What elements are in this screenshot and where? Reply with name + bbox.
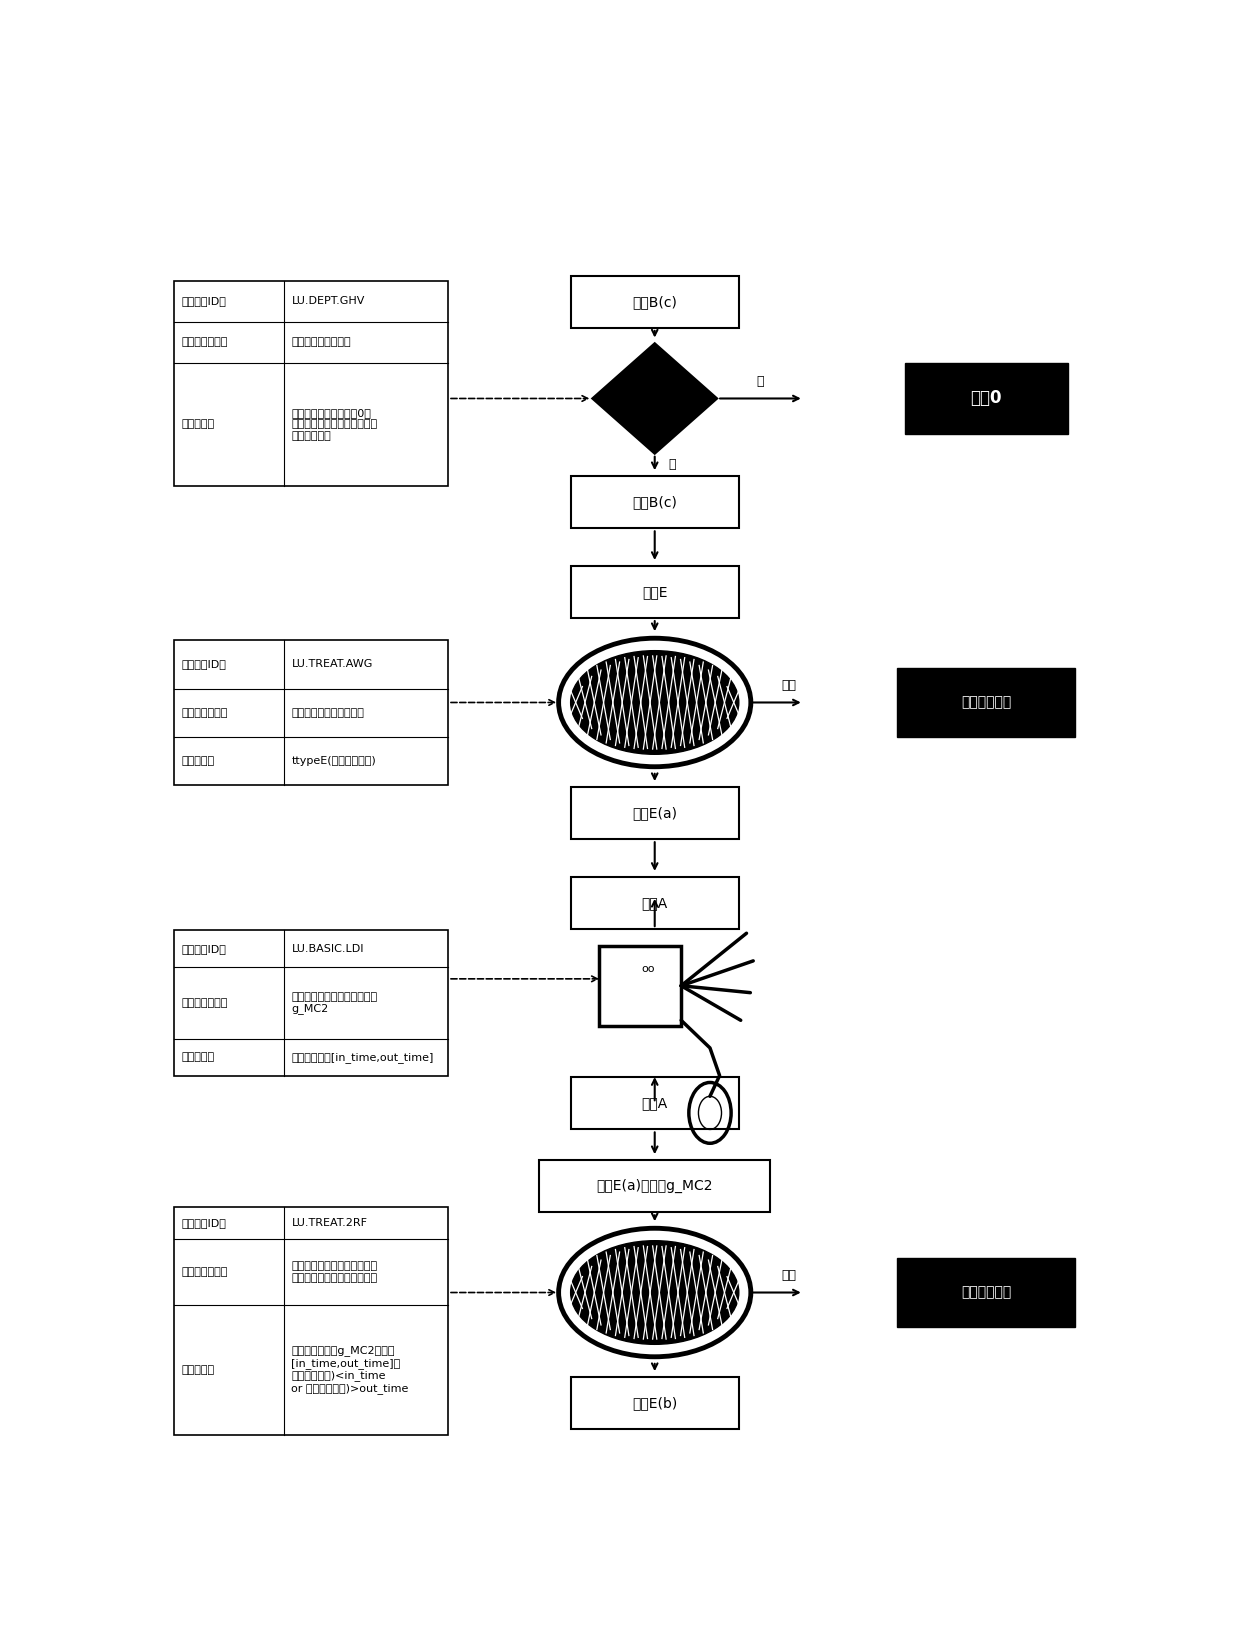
Text: 判断是否有转科记录: 判断是否有转科记录 xyxy=(291,337,351,347)
Text: 输出E(b): 输出E(b) xyxy=(632,1397,677,1410)
Text: 输入E: 输入E xyxy=(642,584,667,599)
Text: 是: 是 xyxy=(668,459,676,471)
Text: 否: 否 xyxy=(756,375,764,388)
Ellipse shape xyxy=(558,1228,751,1357)
Bar xyxy=(570,475,739,528)
Text: 被过滤的数据: 被过滤的数据 xyxy=(961,695,1012,710)
Text: 逻辑单元作用：: 逻辑单元作用： xyxy=(182,1266,228,1276)
Text: 若没有转科记录，输出0；
若有转科记录，继续下一个逻
辑单元的判断: 若没有转科记录，输出0； 若有转科记录，继续下一个逻 辑单元的判断 xyxy=(291,408,378,441)
Text: 逻辑条件：: 逻辑条件： xyxy=(182,419,215,429)
Bar xyxy=(570,1076,739,1129)
Bar xyxy=(570,276,739,329)
Polygon shape xyxy=(593,343,717,454)
Text: LU.TREAT.AWG: LU.TREAT.AWG xyxy=(291,659,373,670)
Text: 被过滤的数据: 被过滤的数据 xyxy=(961,1286,1012,1299)
Text: oo: oo xyxy=(641,964,655,974)
Text: LU.DEPT.GHV: LU.DEPT.GHV xyxy=(291,297,365,307)
Bar xyxy=(570,1377,739,1430)
Text: 返回0: 返回0 xyxy=(971,390,1002,408)
Ellipse shape xyxy=(570,1240,739,1344)
Text: 过滤: 过滤 xyxy=(781,1270,796,1283)
Bar xyxy=(905,363,1068,434)
Text: 输入B(c): 输入B(c) xyxy=(632,296,677,309)
Ellipse shape xyxy=(558,639,751,766)
Text: 过滤非中央血管导管区嘱: 过滤非中央血管导管区嘱 xyxy=(291,708,365,718)
Bar xyxy=(570,788,739,839)
Bar xyxy=(539,1161,770,1212)
Bar xyxy=(599,946,681,1025)
Text: 输入A: 输入A xyxy=(641,896,668,910)
Text: 逻辑单元ID：: 逻辑单元ID： xyxy=(182,1218,227,1228)
Bar xyxy=(174,281,448,485)
Text: 输入E(a)、参数g_MC2: 输入E(a)、参数g_MC2 xyxy=(596,1179,713,1194)
Text: ttypeE(中央血管导管): ttypeE(中央血管导管) xyxy=(291,756,376,766)
Text: 输入B(c): 输入B(c) xyxy=(632,495,677,509)
Text: 逻辑条件：: 逻辑条件： xyxy=(182,1052,215,1063)
Text: 逻辑单元作用：: 逻辑单元作用： xyxy=(182,337,228,347)
Bar xyxy=(570,566,739,617)
Bar xyxy=(174,1207,448,1435)
Text: 输出E(a): 输出E(a) xyxy=(632,806,677,821)
Text: 挑选入、出院时间构建的参数
g_MC2: 挑选入、出院时间构建的参数 g_MC2 xyxy=(291,992,378,1014)
Text: 输出A: 输出A xyxy=(641,1096,668,1109)
Text: 逻辑单元ID：: 逻辑单元ID： xyxy=(182,944,227,954)
Text: 入出院时间参数g_MC2参数值
[in_time,out_time]：
医嘱开始时间)<in_time
or 医嘱开始时间)>out_time: 入出院时间参数g_MC2参数值 [in_time,out_time]： 医嘱开始… xyxy=(291,1346,409,1393)
Bar xyxy=(898,669,1075,736)
Text: 逻辑单元作用：: 逻辑单元作用： xyxy=(182,997,228,1009)
Text: 逻辑条件：: 逻辑条件： xyxy=(182,1365,215,1375)
Bar xyxy=(174,641,448,786)
Text: 逻辑单元ID：: 逻辑单元ID： xyxy=(182,659,227,670)
Bar xyxy=(570,877,739,930)
Text: LU.BASIC.LDI: LU.BASIC.LDI xyxy=(291,944,365,954)
Bar xyxy=(174,931,448,1075)
Ellipse shape xyxy=(570,650,739,755)
Text: 过滤错误数据：医嘱开始时间
不在本次住院期间的治疗区嘱: 过滤错误数据：医嘱开始时间 不在本次住院期间的治疗区嘱 xyxy=(291,1261,378,1283)
Text: LU.TREAT.2RF: LU.TREAT.2RF xyxy=(291,1218,367,1228)
Text: 过滤: 过滤 xyxy=(781,680,796,692)
Text: 逻辑条件：: 逻辑条件： xyxy=(182,756,215,766)
Text: 参数值的形式[in_time,out_time]: 参数值的形式[in_time,out_time] xyxy=(291,1052,434,1063)
Bar xyxy=(898,1258,1075,1327)
Text: 逻辑单元ID：: 逻辑单元ID： xyxy=(182,297,227,307)
Text: 逻辑单元作用：: 逻辑单元作用： xyxy=(182,708,228,718)
